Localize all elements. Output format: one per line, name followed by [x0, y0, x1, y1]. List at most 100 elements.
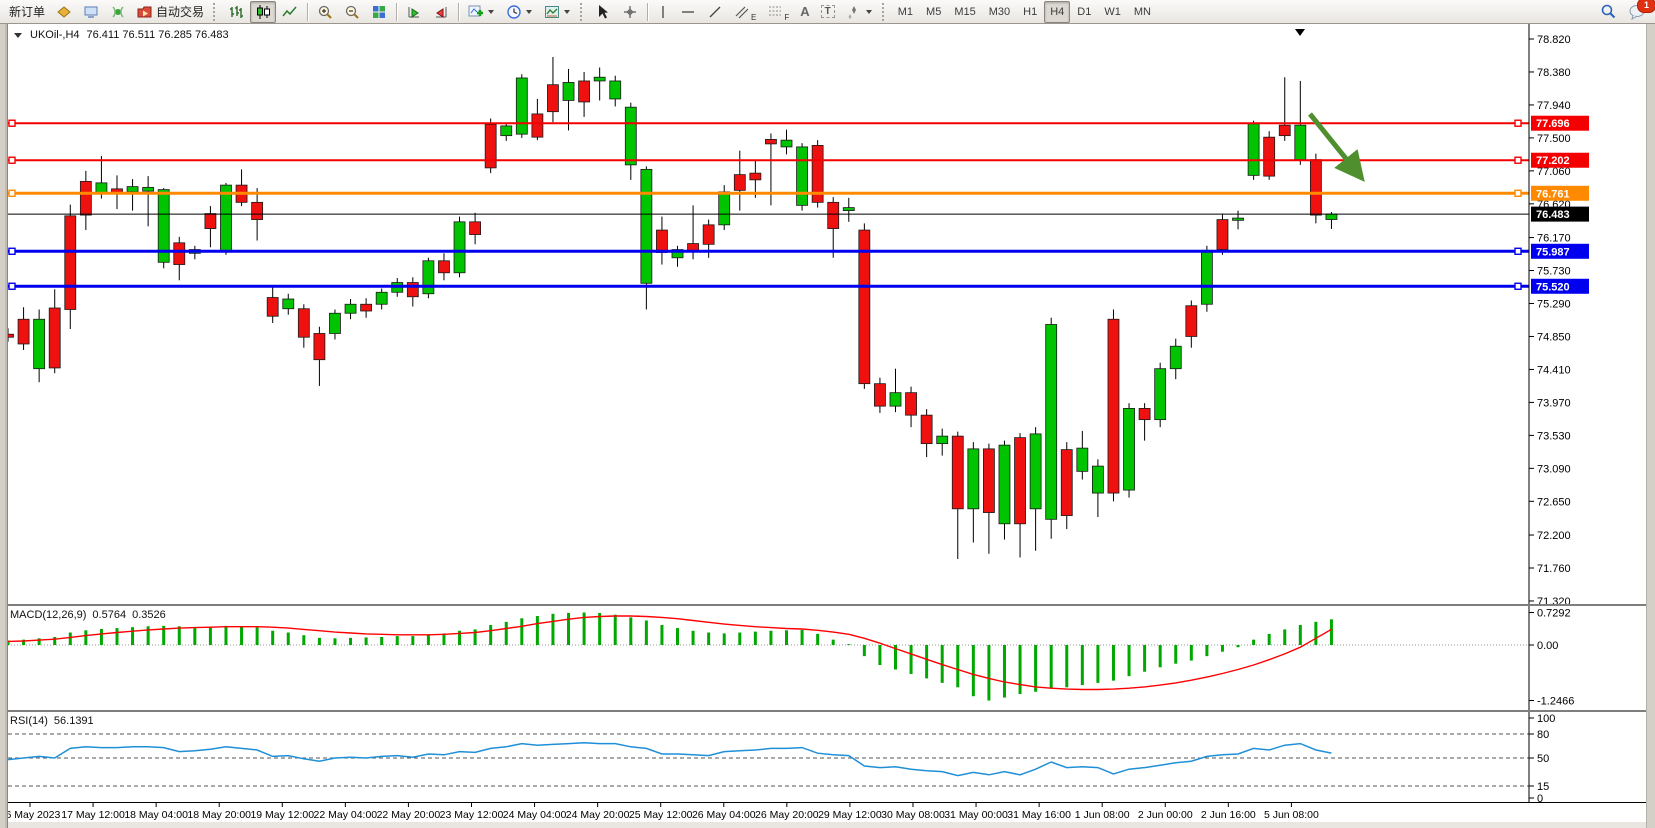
auto-scroll-button[interactable]: [401, 1, 427, 23]
candle: [998, 440, 1011, 540]
fibonacci-button[interactable]: F: [762, 1, 794, 23]
line-handle[interactable]: [1514, 247, 1522, 255]
rsi-canvas[interactable]: 100 80 50 150: [0, 712, 1655, 802]
chart-title: UKOil-,H4 76.411 76.511 76.285 76.483: [14, 29, 229, 41]
toolbar-separator: [647, 2, 649, 21]
candle: [874, 377, 886, 413]
autotrading-icon: [137, 4, 153, 20]
dropdown-caret-icon: [488, 9, 495, 15]
collapse-icon[interactable]: [14, 32, 23, 39]
line-handle[interactable]: [8, 119, 16, 127]
timeframe-d1-button[interactable]: D1: [1077, 5, 1092, 18]
candlestick-chart-button[interactable]: [250, 0, 277, 23]
panel-splitter[interactable]: [0, 710, 1655, 712]
arrow-annotation[interactable]: [1308, 112, 1365, 182]
signal-icon: [110, 4, 126, 20]
macd-axis-label: 0.00: [1537, 640, 1558, 652]
search-button[interactable]: [1595, 1, 1622, 23]
market-watch-button[interactable]: [51, 1, 77, 23]
candle: [17, 307, 30, 350]
candle: [858, 223, 871, 389]
text-label-icon: T: [820, 5, 835, 18]
time-axis-panel[interactable]: 16 May 2023 17 May 12:00 18 May 04:00 18 Ma…: [0, 802, 1655, 828]
price-tick-label: 76.170: [1537, 233, 1571, 245]
main-chart-canvas[interactable]: 78.82078.38077.94077.50077.06076.62076.1…: [0, 24, 1655, 604]
chart-shift-marker-icon[interactable]: [1295, 29, 1305, 36]
candle: [827, 197, 840, 258]
macd-panel[interactable]: 0.7292 0.00 -1.2466 MACD(12,26,9) 0.5764 0…: [0, 606, 1655, 710]
candle: [422, 257, 435, 299]
text-button[interactable]: A: [795, 1, 814, 23]
periods-button[interactable]: [501, 1, 538, 23]
time-axis-label: 29 May 12:00: [818, 809, 882, 821]
price-tick-label: 75.730: [1537, 266, 1571, 278]
text-tool-letter: A: [800, 4, 810, 19]
main-price-panel[interactable]: 78.820 78.380 77.940 77.500 77.060 76.620 76.1…: [0, 24, 1655, 604]
cursor-button[interactable]: [590, 1, 616, 23]
price-tick-label: 74.850: [1537, 331, 1571, 343]
candle: [1309, 153, 1322, 224]
timeframe-m5-button[interactable]: M5: [926, 5, 942, 18]
timeframe-m30-button[interactable]: M30: [988, 5, 1011, 18]
line-handle[interactable]: [8, 189, 16, 197]
notifications-button[interactable]: 1: [1623, 0, 1655, 23]
time-axis-label: 18 May 20:00: [187, 809, 251, 821]
line-handle[interactable]: [1514, 119, 1522, 127]
time-axis-canvas[interactable]: 16 May 2023 17 May 12:00 18 May 04:00 18 Ma…: [0, 802, 1655, 828]
timeframe-h4-button[interactable]: H4: [1044, 0, 1071, 23]
chart-shift-button[interactable]: [428, 1, 454, 23]
bar-chart-button[interactable]: [223, 1, 249, 23]
macd-main-value: 0.5764: [92, 609, 127, 621]
window-left-edge: [0, 24, 8, 828]
indicators-button[interactable]: [463, 1, 500, 23]
dropdown-caret-icon: [564, 9, 571, 15]
candle: [484, 118, 497, 174]
horizontal-line-button[interactable]: [675, 1, 701, 23]
line-chart-button[interactable]: [277, 1, 303, 23]
zoom-out-button[interactable]: [339, 1, 365, 23]
data-window-button[interactable]: [78, 1, 104, 23]
zoom-in-button[interactable]: [312, 1, 338, 23]
candle: [173, 236, 186, 281]
candle: [204, 206, 217, 248]
candle: [453, 216, 466, 278]
new-order-label: 新订单: [9, 5, 46, 19]
price-badge: [1531, 206, 1589, 222]
panel-splitter[interactable]: [0, 604, 1655, 606]
line-handle[interactable]: [1514, 282, 1522, 290]
timeframe-m1-button[interactable]: M1: [897, 5, 914, 18]
time-axis-label: 18 May 04:00: [124, 809, 188, 821]
new-order-button[interactable]: 新订单: [4, 1, 50, 23]
line-chart-icon: [282, 4, 298, 20]
candle: [811, 140, 824, 208]
timeframe-h1-button[interactable]: H1: [1023, 5, 1038, 18]
line-handle[interactable]: [8, 247, 16, 255]
autotrading-button[interactable]: 自动交易: [132, 1, 209, 23]
horizontal-line-icon: [680, 4, 696, 20]
signals-button[interactable]: [105, 1, 131, 23]
macd-canvas[interactable]: 0.7292 0.00 -1.2466: [0, 606, 1655, 710]
line-handle[interactable]: [1514, 189, 1522, 197]
text-label-button[interactable]: T: [816, 1, 840, 23]
zoom-out-icon: [344, 4, 360, 20]
timeframe-w1-button[interactable]: W1: [1104, 5, 1121, 18]
line-handle[interactable]: [1514, 156, 1522, 164]
dropdown-caret-icon: [526, 9, 533, 15]
shapes-button[interactable]: [841, 1, 878, 23]
trendline-button[interactable]: [702, 1, 728, 23]
time-axis-label: 17 May 12:00: [61, 809, 125, 821]
line-handle[interactable]: [8, 282, 16, 290]
candle: [531, 98, 544, 141]
timeframe-m15-button[interactable]: M15: [954, 5, 976, 18]
rsi-panel[interactable]: 100 80 50 15 0 RSI(14) 56.1391: [0, 712, 1655, 802]
templates-button[interactable]: [539, 1, 576, 23]
price-badge: [1531, 115, 1589, 131]
tile-windows-button[interactable]: [366, 1, 392, 23]
line-handle[interactable]: [8, 156, 16, 164]
time-axis-label: 22 May 04:00: [314, 809, 378, 821]
vertical-line-button[interactable]: [652, 1, 674, 23]
crosshair-button[interactable]: [617, 1, 643, 23]
timeframe-mn-button[interactable]: MN: [1133, 5, 1151, 18]
candle: [889, 368, 902, 413]
channel-button[interactable]: E: [729, 1, 761, 23]
